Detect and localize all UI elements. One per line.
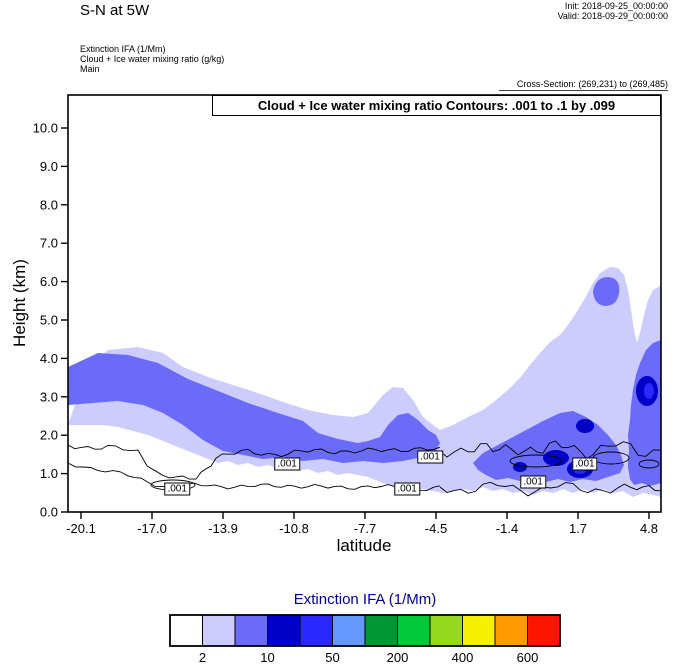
fill-region-level3 xyxy=(543,450,569,466)
contour-value-label: .001 xyxy=(394,482,420,496)
colorbar-cell xyxy=(299,614,333,647)
x-tick-label: -4.5 xyxy=(425,521,447,536)
colorbar-cell xyxy=(429,614,463,647)
colorbar-cell xyxy=(527,614,561,647)
contour-value-label: .001 xyxy=(274,457,300,471)
y-tick-label: 9.0 xyxy=(40,159,58,174)
x-tick-label: -20.1 xyxy=(66,521,96,536)
y-tick-label: 7.0 xyxy=(40,236,58,251)
x-tick-label: 4.8 xyxy=(640,521,658,536)
cross-section-label: Cross-Section: (269,231) to (269,485) xyxy=(516,79,668,89)
colorbar-cell xyxy=(494,614,528,647)
colorbar-cell xyxy=(234,614,268,647)
field-line-2: Cloud + Ice water mixing ratio (g/kg) xyxy=(80,54,225,64)
colorbar-cell xyxy=(462,614,496,647)
axis-tick-labels: 0.0 1.0 2.0 3.0 4.0 5.0 6.0 7.0 8.0 9.0 10.0 -20.1 -… xyxy=(33,121,658,537)
x-tick-label: -1.4 xyxy=(496,521,518,536)
page-title: S-N at 5W xyxy=(80,2,150,19)
colorbar-cell xyxy=(169,614,203,647)
x-tick-label: -10.8 xyxy=(279,521,309,536)
contour-value-label: .001 xyxy=(164,482,190,496)
y-tick-label: 8.0 xyxy=(40,197,58,212)
contour-line xyxy=(439,440,661,460)
y-tick-label: 2.0 xyxy=(40,428,58,443)
colorbar-frame xyxy=(169,614,561,647)
contour-info-box: Cloud + Ice water mixing ratio Contours:… xyxy=(212,95,661,116)
fill-region-level3 xyxy=(576,419,594,433)
colorbar-tick-label: 200 xyxy=(387,650,409,665)
colorbar-cell xyxy=(267,614,301,647)
fill-region-level4 xyxy=(644,383,654,399)
colorbar-tick-label: 400 xyxy=(452,650,474,665)
colorbar: 2 10 50 200 400 600 xyxy=(169,614,561,665)
x-tick-label: 1.7 xyxy=(569,521,587,536)
contour-line-loop xyxy=(638,459,660,469)
y-tick-label: 10.0 xyxy=(33,121,58,136)
contour-value-label: .001 xyxy=(572,457,598,471)
colorbar-cell xyxy=(397,614,431,647)
x-tick-label: -17.0 xyxy=(137,521,167,536)
y-tick-label: 1.0 xyxy=(40,466,58,481)
y-tick-label: 4.0 xyxy=(40,351,58,366)
contour-value-label: .001 xyxy=(417,450,443,464)
colorbar-cell xyxy=(332,614,366,647)
contour-line-loop xyxy=(509,454,563,468)
y-tick-label: 6.0 xyxy=(40,274,58,289)
contour-line xyxy=(439,481,661,497)
colorbar-tick-label: 50 xyxy=(325,650,339,665)
colorbar-tick-label: 10 xyxy=(260,650,274,665)
y-tick-label: 0.0 xyxy=(40,505,58,520)
contour-value-label: .001 xyxy=(520,475,546,489)
fill-region-level2-left xyxy=(68,353,440,463)
axis-ticks xyxy=(61,127,650,519)
fill-region-level2-edge xyxy=(628,340,661,486)
colorbar-tick-label: 600 xyxy=(517,650,539,665)
field-line-3: Main xyxy=(80,64,100,74)
colorbar-tick-label: 2 xyxy=(199,650,206,665)
y-axis-title: Height (km) xyxy=(10,259,29,347)
x-tick-label: -7.7 xyxy=(354,521,376,536)
field-line-1: Extinction IFA (1/Mm) xyxy=(80,44,166,54)
contour-line xyxy=(68,444,441,480)
colorbar-title: Extinction IFA (1/Mm) xyxy=(293,591,437,608)
y-tick-label: 5.0 xyxy=(40,313,58,328)
x-tick-label: -13.9 xyxy=(208,521,238,536)
colorbar-cell xyxy=(202,614,236,647)
y-tick-label: 3.0 xyxy=(40,389,58,404)
fill-region-level2-top xyxy=(593,277,620,306)
x-axis-title: latitude xyxy=(336,536,392,555)
valid-time-label: Valid: 2018-09-29_00:00:00 xyxy=(557,11,668,21)
init-time-label: Init: 2018-09-25_00:00:00 xyxy=(564,1,668,11)
contour-line xyxy=(68,462,441,491)
colorbar-cell xyxy=(364,614,398,647)
fill-region-level3 xyxy=(513,462,527,472)
